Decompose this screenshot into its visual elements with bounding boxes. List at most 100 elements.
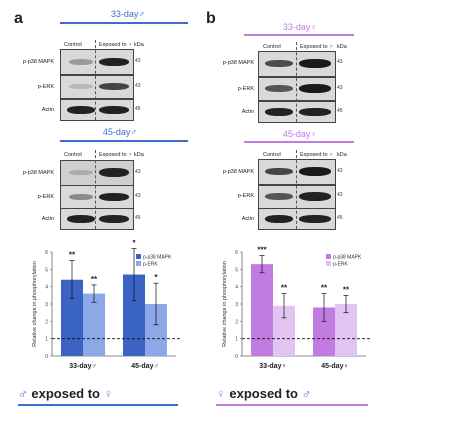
y-tick-label: 3: [235, 302, 238, 308]
band: [299, 192, 331, 201]
band: [265, 108, 293, 116]
band: [265, 215, 293, 223]
blot-b2-actin-kda: 45: [337, 215, 343, 221]
panel-a-letter: a: [14, 10, 23, 27]
y-tick-label: 3: [45, 302, 48, 308]
significance-label: **: [281, 284, 288, 293]
blot-a2-divider: [95, 150, 96, 229]
blot-b1-row-erk: p-ERK: [237, 86, 254, 92]
blot-b2-p38-kda: 43: [337, 168, 343, 174]
blot-a1-p38-image: [60, 49, 134, 75]
blot-a1-title-text: 33-day: [110, 9, 139, 19]
blot-b2-row-erk: p-ERK: [237, 193, 254, 199]
significance-label: **: [69, 251, 76, 260]
bar: [83, 293, 105, 356]
blot-a1-col-control: Control: [64, 42, 82, 48]
x-tick-label: 45-day♀: [321, 363, 348, 370]
blot-b1-col-control: Control: [263, 44, 281, 50]
blot-a2-erk-kda: 43: [135, 193, 141, 199]
blot-b1-actin-image: [258, 101, 336, 123]
y-tick-label: 2: [45, 319, 48, 325]
band: [99, 106, 129, 114]
blot-b1-erk-image: [258, 77, 336, 101]
female-symbol-icon: ♀: [310, 22, 318, 32]
significance-label: **: [321, 284, 328, 293]
blot-b1-title-text: 33-day: [282, 22, 311, 32]
bar: [251, 264, 273, 356]
y-tick-label: 4: [45, 285, 48, 291]
y-tick-label: 4: [235, 285, 238, 291]
y-tick-label: 0: [45, 354, 48, 360]
male-symbol-icon: ♂: [18, 386, 28, 401]
blot-a1-kda: kDa: [134, 42, 144, 48]
blot-b2-actin-image: [258, 208, 336, 230]
blot-a2-kda: kDa: [134, 152, 144, 158]
blot-b2-erk-kda: 43: [337, 192, 343, 198]
band: [69, 59, 93, 65]
band: [265, 60, 293, 67]
legend-swatch: [326, 261, 331, 266]
bar: [313, 307, 335, 356]
x-tick-label: 33-day♀: [259, 363, 286, 370]
blot-b2-col-control: Control: [263, 152, 281, 158]
blot-a2-title: 45-day♂: [50, 127, 190, 137]
x-tick-label: 45-day♂: [131, 363, 158, 370]
y-axis-label: Relative change in phosphorylation: [32, 261, 38, 347]
blot-a2-row-p38: p-p38 MAPK: [22, 170, 54, 176]
blot-b1-row-p38: p-p38 MAPK: [222, 60, 254, 66]
band: [299, 167, 331, 176]
band: [99, 193, 129, 201]
exposed-text: exposed to: [31, 386, 100, 401]
male-symbol-icon: ♂: [138, 9, 146, 19]
blot-a1-col-exposed: Exposed to ♀: [99, 42, 133, 48]
band: [265, 193, 293, 200]
significance-label: ***: [257, 245, 267, 254]
bar-chart-a: 0 1 2 3 4 5 6 Relative change in phosphorylatio…: [32, 240, 182, 370]
band: [69, 170, 93, 175]
band: [69, 84, 93, 89]
bar: [123, 274, 145, 356]
band: [99, 83, 129, 90]
significance-label: **: [343, 285, 350, 294]
legend-label: p-p38 MAPK: [333, 255, 362, 261]
y-tick-label: 0: [235, 354, 238, 360]
y-tick-label: 2: [235, 319, 238, 325]
blot-b1-col-exposed: Exposed to ♂: [300, 44, 334, 50]
blot-a2-row-actin: Actin: [41, 216, 54, 222]
blot-b2-kda: kDa: [337, 152, 347, 158]
blot-a1-p38-kda: 43: [135, 58, 141, 64]
bar: [335, 304, 357, 356]
exposed-label-b: ♀ exposed to ♂: [216, 386, 311, 401]
band: [299, 215, 331, 223]
band: [299, 84, 331, 93]
female-symbol-icon: ♀: [103, 386, 114, 401]
blot-b2-row-p38: p-p38 MAPK: [222, 169, 254, 175]
significance-label: *: [154, 273, 158, 282]
blot-b2-erk-image: [258, 185, 336, 209]
blot-a1-actin-kda: 45: [135, 106, 141, 112]
blot-a2-p38-image: [60, 160, 134, 186]
band: [99, 168, 129, 177]
blot-b2-title-underline: [244, 141, 354, 143]
blot-a1-row-p38: p-p38 MAPK: [22, 59, 54, 65]
band: [67, 106, 95, 114]
blot-a2-erk-image: [60, 185, 134, 209]
band: [265, 168, 293, 175]
blot-a2-p38-kda: 43: [135, 169, 141, 175]
bar: [273, 305, 295, 356]
bar-chart-b: 0 1 2 3 4 5 6 Relative change in phosphorylatio…: [222, 245, 372, 370]
legend-swatch: [136, 254, 141, 259]
band: [69, 194, 93, 200]
legend-swatch: [326, 254, 331, 259]
band: [99, 215, 129, 223]
y-axis-label: Relative change in phosphorylation: [222, 261, 228, 347]
blot-b1-p38-image: [258, 51, 336, 77]
blot-b2-title-text: 45-day: [282, 129, 311, 139]
blot-b2-p38-image: [258, 159, 336, 185]
band: [99, 58, 129, 66]
legend-label: p-ERK: [333, 262, 348, 268]
male-symbol-icon: ♂: [130, 127, 138, 137]
y-tick-label: 1: [45, 337, 48, 343]
blot-a1-row-actin: Actin: [41, 107, 54, 113]
female-symbol-icon: ♀: [216, 386, 226, 401]
